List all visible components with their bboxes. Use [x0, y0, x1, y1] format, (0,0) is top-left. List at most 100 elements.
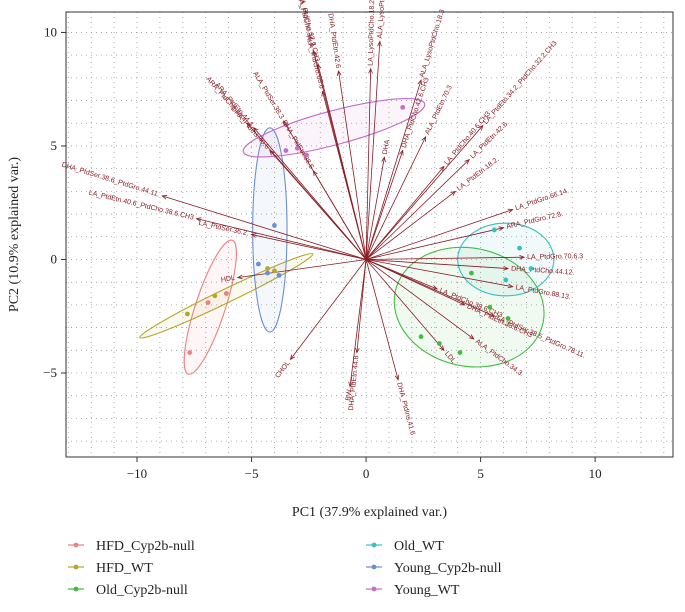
- x-tick-label: −5: [245, 466, 259, 481]
- loading-label: CHOL: [274, 360, 291, 380]
- loading-label: DHA_PtdEtn.44.8: [348, 355, 360, 411]
- loading-arrow: [365, 166, 445, 260]
- legend-swatch-point: [73, 564, 79, 570]
- loading-arrow: [365, 125, 484, 260]
- loading-arrow: [365, 259, 445, 351]
- loading-label: HDL: [221, 275, 236, 284]
- loading-arrow: [365, 259, 474, 340]
- loading-label: ALA_PtdEtn.70.3: [424, 84, 454, 135]
- loading-label: DHA_PtdEtn.42.6: [326, 13, 341, 69]
- legend-item: Young_Cyp2b-null: [366, 561, 502, 576]
- y-tick-label: −5: [43, 365, 57, 380]
- point-Old_Cyp2b-null: [457, 350, 463, 355]
- loading-arrowhead: [489, 312, 496, 317]
- y-axis-title: PC2 (10.9% explained var.): [7, 157, 22, 312]
- loading-label: DHA_PtdSer.38.6_PtdGro.44.11.: [61, 162, 161, 199]
- loading-arrow: [338, 70, 367, 260]
- point-HFD_Cyp2b-null: [205, 300, 211, 306]
- loading-arrowhead: [394, 374, 400, 381]
- y-tick-label: 10: [44, 24, 57, 39]
- ellipse-Old_Cyp2b-null: [393, 246, 545, 368]
- point-HFD_WT: [272, 268, 277, 274]
- legend-label: HFD_WT: [96, 561, 153, 576]
- loading-label: DHA_PtdCho.44.12.: [511, 266, 575, 277]
- point-HFD_WT: [185, 311, 190, 317]
- loading-label: LA_PtdGro.70.6.3: [527, 253, 583, 261]
- legend-item: Young_WT: [366, 583, 460, 598]
- loading-label: LA_PtdSer.36.2.: [198, 220, 249, 238]
- point-Young_Cyp2b-null: [256, 261, 261, 267]
- legend-label: HFD_Cyp2b-null: [96, 539, 195, 554]
- loading-label: BW: [345, 389, 353, 401]
- loading-arrow: [365, 159, 470, 260]
- loading-label: ALA_PtdSer.38.3: [251, 71, 285, 121]
- point-Young_WT: [294, 145, 300, 151]
- loading-arrow: [366, 259, 509, 269]
- loading-label: LA_PtdEtn.18.2.: [456, 156, 501, 193]
- point-Young_WT: [304, 152, 309, 158]
- loading-arrowhead: [399, 149, 404, 156]
- ellipse-Young_Cyp2b-null: [252, 127, 288, 333]
- loading-arrowhead: [312, 170, 318, 176]
- point-HFD_Cyp2b-null: [187, 350, 193, 355]
- loading-label: ALA_LysoPtdCho.18.3: [377, 0, 388, 39]
- loading-arrow: [365, 259, 438, 290]
- loading-arrowhead: [478, 124, 484, 131]
- loading-arrowhead: [507, 283, 514, 289]
- point-HFD_WT: [265, 266, 270, 271]
- x-tick-label: 10: [589, 466, 602, 481]
- loading-arrowhead: [355, 347, 360, 354]
- loading-arrow: [349, 259, 367, 387]
- loading-arrow: [237, 259, 367, 279]
- loading-arrowhead: [269, 149, 275, 156]
- loading-arrow: [365, 259, 399, 380]
- point-Young_Cyp2b-null: [265, 270, 270, 276]
- loading-label: ARA_PtdGro.72.8.: [506, 211, 564, 231]
- x-tick-label: 5: [477, 466, 484, 481]
- point-Old_WT: [503, 277, 509, 283]
- loading-label: LA_PtdGro.66.14.: [514, 187, 569, 212]
- loading-arrowhead: [289, 354, 296, 361]
- sample-points: [185, 104, 534, 355]
- loading-arrow: [196, 218, 367, 260]
- loading-labels: LA_LysoPtdCho.18.2 ALA_LysoPtdCho.18.3ALA…: [61, 0, 587, 436]
- x-tick-label: −10: [127, 466, 147, 481]
- loading-label: ALA_LysoPtdCho.18.3: [419, 9, 446, 79]
- loading-label: LA_LysoPtdCho.18.2: [368, 0, 377, 66]
- y-tick-label: 5: [51, 138, 58, 153]
- point-Old_Cyp2b-null: [505, 316, 511, 321]
- loading-arrow: [290, 259, 367, 360]
- point-Young_Cyp2b-null: [272, 223, 277, 228]
- ellipse-Old_WT: [457, 222, 555, 297]
- legend-label: Young_Cyp2b-null: [394, 561, 502, 576]
- grid-lines: [66, 12, 673, 457]
- loading-arrowhead: [253, 127, 259, 133]
- loading-arrowhead: [312, 49, 317, 56]
- point-Old_Cyp2b-null: [418, 334, 424, 340]
- loading-arrowhead: [377, 40, 382, 47]
- legend-item: HFD_Cyp2b-null: [68, 539, 195, 554]
- legend-swatch-point: [371, 564, 377, 570]
- x-tick-label: 0: [363, 466, 370, 481]
- point-HFD_WT: [212, 293, 218, 299]
- loading-arrowhead: [321, 90, 326, 97]
- point-Young_WT: [283, 148, 289, 153]
- loading-arrow: [356, 259, 367, 353]
- loading-arrow: [365, 79, 422, 260]
- loading-arrowhead: [498, 226, 505, 231]
- loading-arrowhead: [468, 334, 475, 340]
- loading-arrowhead: [283, 120, 288, 126]
- point-Old_WT: [491, 227, 497, 233]
- legend-label: Old_Cyp2b-null: [96, 583, 188, 598]
- loading-arrow: [313, 170, 367, 260]
- loading-label: LA_PtdEtn.40.6_PtdCho.38.6.CH3: [88, 190, 195, 222]
- legend-swatch-point: [73, 586, 79, 592]
- loading-arrowhead: [519, 254, 526, 260]
- loading-arrowhead: [439, 345, 445, 352]
- legend-item: Old_WT: [366, 539, 444, 554]
- point-Old_Cyp2b-null: [487, 304, 493, 310]
- loading-arrowhead: [450, 190, 457, 196]
- loading-arrows: [161, 40, 526, 388]
